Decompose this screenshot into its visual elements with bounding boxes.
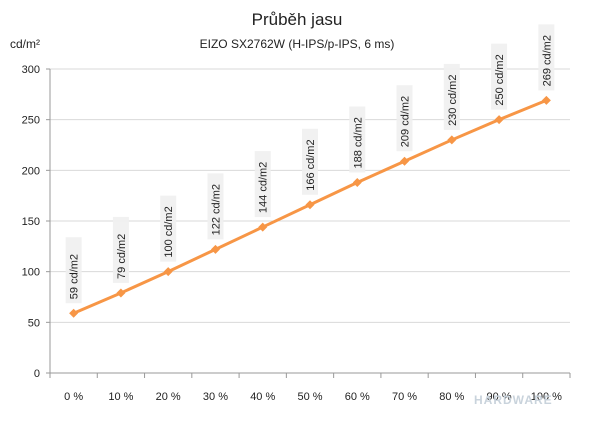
data-label-group: 230 cd/m2 (443, 63, 460, 130)
x-tick-label: 20 % (156, 391, 181, 403)
data-label: 144 cd/m2 (258, 162, 270, 213)
data-point-marker (163, 267, 173, 277)
y-tick-label: 100 (22, 267, 40, 279)
x-tick-label: 0 % (64, 391, 83, 403)
data-point-marker (352, 177, 362, 187)
data-label-background (254, 151, 271, 218)
x-tick-label: 60 % (345, 391, 370, 403)
x-tick-label: 90 % (487, 391, 512, 403)
y-tick-label: 50 (28, 317, 40, 329)
data-point-marker (400, 156, 410, 166)
data-label-group: 209 cd/m2 (396, 85, 413, 152)
data-label: 59 cd/m2 (69, 254, 81, 299)
data-label-group: 250 cd/m2 (491, 43, 508, 110)
y-tick-label: 200 (22, 165, 40, 177)
data-point-marker (210, 244, 220, 254)
data-label-group: 188 cd/m2 (349, 106, 366, 173)
data-label-group: 59 cd/m2 (65, 237, 82, 304)
data-label: 122 cd/m2 (210, 184, 222, 235)
data-label-group: 166 cd/m2 (302, 128, 318, 195)
data-label: 209 cd/m2 (400, 96, 412, 147)
y-tick-label: 150 (22, 216, 40, 228)
data-label-background (302, 128, 318, 195)
y-tick-label: 300 (22, 64, 40, 76)
x-tick-label: 100 % (531, 391, 562, 403)
data-point-marker (541, 95, 551, 105)
x-tick-label: 70 % (392, 391, 417, 403)
data-label: 250 cd/m2 (494, 54, 506, 105)
data-label: 166 cd/m2 (305, 139, 317, 190)
data-label: 188 cd/m2 (352, 117, 364, 168)
y-tick-label: 0 (34, 368, 40, 380)
data-label-group: 122 cd/m2 (207, 173, 224, 240)
data-labels: 59 cd/m2 79 cd/m2 100 cd/m2 122 cd/m2 144 cd… (65, 24, 555, 304)
data-label-background (160, 195, 177, 262)
x-tick-labels: 0 % 10 % 20 % 30 % 40 % 50 % 60 % 70 % 80 % 90 % 1… (64, 391, 562, 403)
data-point-marker (447, 135, 457, 145)
x-tick-label: 50 % (297, 391, 322, 403)
data-label: 230 cd/m2 (447, 75, 459, 126)
x-tick-label: 30 % (203, 391, 228, 403)
data-point-marker (69, 308, 79, 318)
data-point-marker (258, 222, 268, 232)
data-label: 100 cd/m2 (163, 206, 175, 257)
data-label-background (349, 106, 366, 173)
data-label-background (443, 63, 460, 130)
data-label-background (491, 43, 508, 110)
data-label-background (65, 237, 82, 304)
x-tick-label: 40 % (250, 391, 275, 403)
data-label-background (396, 85, 413, 152)
data-label-group: 144 cd/m2 (254, 151, 271, 218)
data-label-group: 100 cd/m2 (160, 195, 177, 262)
data-label: 79 cd/m2 (116, 234, 128, 279)
x-tick-label: 80 % (439, 391, 464, 403)
gridlines (50, 68, 570, 323)
data-point-marker (116, 288, 126, 298)
data-label: 269 cd/m2 (541, 35, 553, 86)
chart-subtitle: EIZO SX2762W (H-IPS/p-IPS, 6 ms) (200, 37, 395, 51)
data-label-background (112, 216, 129, 283)
data-label-background (207, 173, 224, 240)
series-markers (69, 95, 551, 318)
data-label-group: 79 cd/m2 (112, 216, 129, 283)
y-tick-labels: 0 50 100 150 200 250 300 (22, 64, 40, 380)
y-axis-label: cd/m² (10, 37, 40, 51)
x-tick-label: 10 % (108, 391, 133, 403)
watermark-text: HARDWARE (474, 393, 553, 407)
data-label-group: 269 cd/m2 (538, 24, 555, 91)
watermark-logo: HARDWARE (474, 393, 553, 407)
data-label-background (538, 24, 555, 91)
y-tick-label: 250 (22, 115, 40, 127)
chart-title: Průběh jasu (252, 10, 343, 29)
data-point-marker (305, 200, 315, 210)
axes (46, 68, 571, 378)
data-point-marker (494, 115, 504, 125)
